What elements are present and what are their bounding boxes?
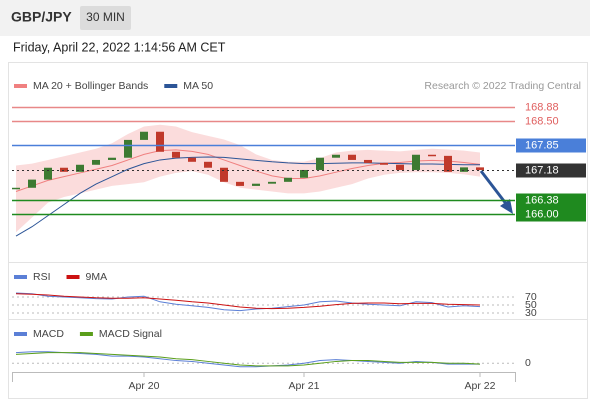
- candle: [412, 154, 420, 170]
- indicator-line: [15, 351, 480, 368]
- price-tag: [516, 193, 586, 208]
- candle: [60, 167, 68, 172]
- candle: [124, 139, 132, 158]
- legend-swatch: [14, 84, 27, 88]
- candle: [204, 161, 212, 168]
- legend-swatch: [79, 332, 93, 336]
- candle: [12, 187, 20, 190]
- candle: [284, 177, 292, 182]
- x-tick-label: Apr 21: [289, 380, 320, 392]
- price-label: 167.18: [525, 164, 559, 176]
- candle: [220, 167, 228, 182]
- credit: Research © 2022 Trading Central: [424, 80, 581, 92]
- candle: [444, 155, 452, 172]
- y-tick-label: 50: [525, 299, 537, 311]
- legend-swatch: [14, 332, 27, 336]
- candle: [108, 157, 116, 160]
- candle: [428, 154, 436, 157]
- legend-label: MACD: [33, 328, 64, 340]
- x-tick-label: Apr 20: [129, 380, 160, 392]
- indicator-line: [15, 293, 481, 310]
- x-tick-label: Apr 22: [465, 380, 496, 392]
- legend-label: RSI: [33, 271, 51, 283]
- candle: [44, 167, 52, 180]
- candle: [268, 181, 276, 184]
- candle: [476, 167, 484, 170]
- legend-swatch: [66, 275, 80, 279]
- price-label: 168.88: [525, 101, 559, 113]
- y-tick-label: 30: [525, 307, 537, 319]
- price-label: 168.50: [525, 115, 559, 127]
- bollinger-band: [16, 124, 480, 233]
- candle: [332, 154, 340, 158]
- candle: [460, 167, 468, 172]
- legend-swatch: [14, 275, 27, 279]
- candle: [396, 164, 404, 170]
- candle: [76, 164, 84, 172]
- candle: [380, 162, 388, 165]
- y-tick-label: 70: [525, 291, 537, 303]
- interval-button[interactable]: [80, 6, 131, 30]
- legend-label: MACD Signal: [99, 328, 162, 340]
- indicator-line: [15, 292, 481, 312]
- chart-frame: [8, 62, 588, 399]
- legend-swatch: [164, 84, 178, 88]
- price-label: 166.38: [525, 194, 559, 206]
- moving-average: [15, 156, 480, 237]
- candle: [172, 151, 180, 158]
- candle: [140, 131, 148, 140]
- moving-average: [15, 149, 481, 192]
- candle: [300, 169, 308, 178]
- candle: [188, 157, 196, 162]
- timestamp: Friday, April 22, 2022 1:14:56 AM CET: [13, 40, 226, 54]
- legend-label: MA 20 + Bollinger Bands: [33, 80, 148, 92]
- price-tag: [516, 163, 586, 178]
- price-label: 166.00: [525, 208, 559, 220]
- symbol: GBP/JPY: [11, 9, 72, 25]
- forecast-arrow: [479, 170, 513, 214]
- candle: [92, 159, 100, 165]
- price-tag: [516, 207, 586, 222]
- candle: [348, 154, 356, 160]
- candle: [316, 157, 324, 170]
- legend-label: MA 50: [183, 80, 213, 92]
- price-tag: [516, 138, 586, 153]
- price-label: 167.85: [525, 139, 559, 151]
- interval[interactable]: 30 MIN: [86, 10, 125, 24]
- candle: [28, 179, 36, 188]
- y-tick-label: 0: [525, 357, 531, 369]
- candle: [364, 159, 372, 163]
- candle: [236, 181, 244, 186]
- legend-label: 9MA: [86, 271, 108, 283]
- candle: [156, 131, 164, 152]
- indicator-line: [15, 352, 481, 367]
- candle: [252, 183, 260, 186]
